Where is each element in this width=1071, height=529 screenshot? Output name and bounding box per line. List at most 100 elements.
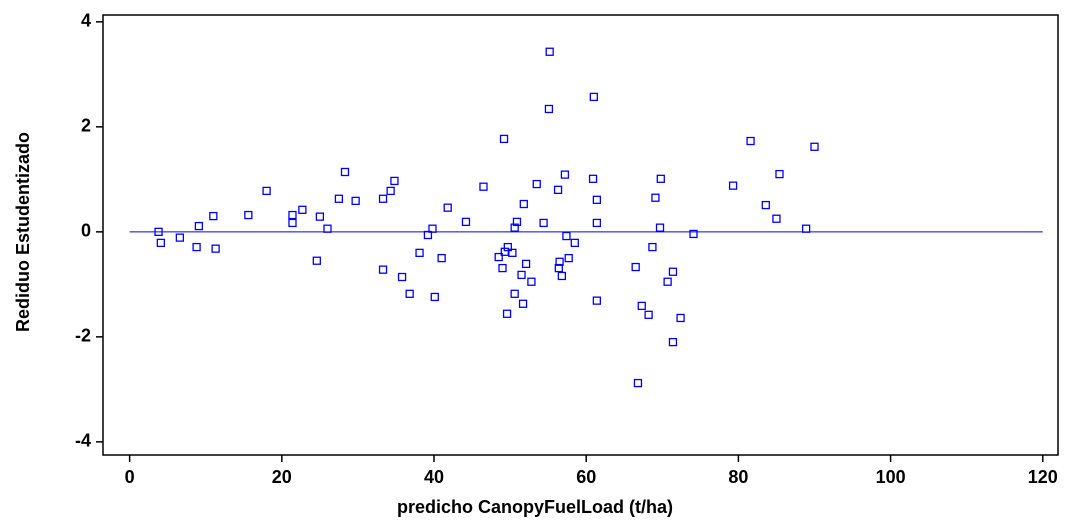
point [545, 47, 554, 56]
point [378, 265, 388, 274]
point [527, 277, 536, 286]
point [663, 277, 672, 286]
point [668, 267, 678, 276]
x-tick-label: 60 [576, 467, 596, 487]
point [156, 238, 165, 248]
point [386, 186, 395, 196]
point [518, 299, 528, 308]
point [810, 142, 819, 151]
point [194, 221, 204, 231]
point [390, 176, 399, 186]
point [323, 224, 332, 233]
point [498, 263, 507, 273]
x-tick-label: 80 [728, 467, 748, 487]
x-tick-label: 120 [1028, 467, 1058, 487]
point [508, 248, 517, 258]
point [560, 170, 570, 179]
point [544, 104, 554, 114]
point [175, 233, 185, 242]
point [430, 292, 439, 302]
y-axis-label: Rediduo Estudentizado [13, 132, 33, 332]
point [298, 205, 307, 214]
point [517, 270, 526, 280]
point [211, 244, 220, 253]
point [428, 224, 437, 233]
point [801, 224, 811, 233]
point [499, 134, 509, 144]
point [397, 272, 407, 282]
point [553, 185, 563, 194]
point [651, 193, 660, 202]
point [521, 259, 531, 269]
point [557, 271, 567, 281]
point [334, 194, 344, 203]
point [405, 289, 414, 298]
x-tick-label: 100 [876, 467, 906, 487]
point [340, 167, 350, 177]
y-tick-label: 4 [81, 11, 91, 31]
point [315, 212, 325, 221]
point [312, 256, 321, 265]
point [772, 214, 781, 223]
point [668, 337, 678, 347]
point [728, 181, 738, 190]
point [564, 253, 573, 263]
point [656, 174, 665, 183]
point [209, 211, 218, 221]
point [592, 296, 602, 305]
point [554, 263, 563, 273]
point [775, 169, 784, 179]
point [479, 182, 488, 191]
point [592, 195, 602, 204]
point [262, 186, 271, 196]
point [637, 301, 646, 311]
point [461, 217, 471, 227]
point [648, 242, 657, 252]
point [746, 136, 755, 146]
point [689, 229, 698, 239]
y-tick-label: 2 [81, 116, 91, 136]
y-tick-label: -4 [75, 431, 91, 451]
point [761, 200, 770, 210]
point [415, 248, 424, 258]
point [192, 242, 201, 252]
point [539, 218, 548, 228]
point [519, 199, 528, 209]
point [633, 378, 643, 388]
point [423, 230, 433, 240]
point [494, 252, 503, 262]
point [502, 309, 512, 318]
point [631, 262, 640, 272]
point [512, 217, 522, 227]
point [244, 210, 253, 220]
y-tick-label: 0 [81, 221, 91, 241]
x-tick-label: 20 [272, 467, 292, 487]
x-tick-label: 0 [125, 467, 135, 487]
point [676, 313, 685, 323]
plot-frame [102, 14, 1059, 456]
x-tick-label: 40 [424, 467, 444, 487]
point [532, 179, 541, 189]
x-axis-label: predicho CanopyFuelLoad (t/ha) [397, 497, 673, 517]
point [437, 253, 446, 263]
point [555, 257, 564, 266]
y-tick-label: -2 [75, 326, 91, 346]
point [443, 203, 452, 212]
point [592, 218, 602, 228]
point [655, 223, 665, 232]
point [154, 227, 163, 236]
point [644, 310, 653, 319]
point [378, 194, 388, 203]
point [510, 289, 519, 298]
point [288, 210, 297, 220]
point [503, 242, 512, 252]
point [510, 223, 519, 232]
point [288, 218, 297, 228]
point [589, 92, 598, 102]
point [588, 174, 598, 183]
point [562, 231, 571, 241]
point [351, 196, 360, 206]
point [570, 238, 579, 248]
